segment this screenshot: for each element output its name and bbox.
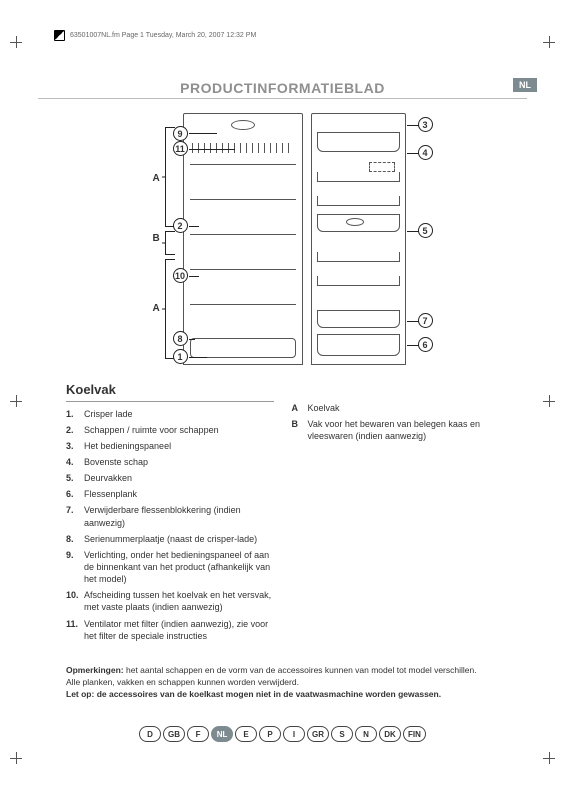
right-column: AKoelvak BVak voor het bewaren van beleg… [292,381,500,646]
callout-5: 5 [418,223,433,238]
callout-11: 11 [173,141,188,156]
fan-icon [231,120,255,130]
numbered-list: 1.Crisper lade 2.Schappen / ruimte voor … [66,408,274,642]
lang-pill-dk: DK [379,726,401,742]
list-item: 4.Bovenste schap [66,456,274,468]
remarks-label: Opmerkingen: [66,665,124,675]
ab-item: AKoelvak [292,402,500,414]
shelf [190,234,296,235]
box-icon [369,162,395,172]
door-shelf [317,252,400,262]
color-icon [54,30,65,41]
remarks-line: Opmerkingen: het aantal schappen en de v… [66,664,499,676]
list-item: 2.Schappen / ruimte voor schappen [66,424,274,436]
lang-pill-f: F [187,726,209,742]
crop-mark [10,36,22,48]
remarks-line: Alle planken, vakken en schappen kunnen … [66,676,499,688]
door-shelf [317,276,400,286]
section-heading: Koelvak [66,381,274,402]
crisper-drawer [190,338,296,358]
lang-pill-gr: GR [307,726,329,742]
remarks-bold: Let op: de accessoires van de koelkast m… [66,688,499,700]
shelf [190,269,296,270]
callout-1: 1 [173,349,188,364]
text-columns: Koelvak 1.Crisper lade 2.Schappen / ruim… [38,381,527,646]
wine-rack-icon [192,143,294,153]
fridge-door [311,113,406,365]
list-item: 6.Flessenplank [66,488,274,500]
list-item: 3.Het bedieningspaneel [66,440,274,452]
list-item: 7.Verwijderbare flessenblokkering (indie… [66,504,274,528]
language-badge: NL [513,78,537,92]
shelf [190,164,296,165]
brace-a [165,127,175,227]
door-shelf [317,310,400,328]
leader [189,149,235,150]
label-b: B [153,233,160,244]
bottle-shelf [317,334,400,356]
page-content: PRODUCTINFORMATIEBLAD NL A B A [38,50,527,750]
lang-pill-fin: FIN [403,726,426,742]
lang-pill-nl: NL [211,726,233,742]
leader [189,339,195,340]
callout-7: 7 [418,313,433,328]
lang-pill-e: E [235,726,257,742]
callout-9: 9 [173,126,188,141]
callout-2: 2 [173,218,188,233]
label-a: A [153,173,160,184]
leader [189,133,217,134]
crop-mark [543,36,555,48]
label-a2: A [153,303,160,314]
ab-item: BVak voor het bewaren van belegen kaas e… [292,418,500,442]
lang-pill-n: N [355,726,377,742]
brace-b [165,231,175,255]
product-diagram: A B A [123,113,443,373]
leader [189,357,207,358]
door-shelf [317,172,400,182]
shelf [190,199,296,200]
leader [189,226,199,227]
list-item: 9.Verlichting, onder het bedieningspanee… [66,549,274,585]
left-column: Koelvak 1.Crisper lade 2.Schappen / ruim… [66,381,274,646]
callout-4: 4 [418,145,433,160]
language-strip: DGBFNLEPIGRSNDKFIN [38,726,527,742]
list-item: 11.Ventilator met filter (indien aanwezi… [66,618,274,642]
door-shelf [317,214,400,232]
lang-pill-d: D [139,726,161,742]
remarks: Opmerkingen: het aantal schappen en de v… [38,646,527,701]
list-item: 8.Serienummerplaatje (naast de crisper-l… [66,533,274,545]
door-shelf [317,196,400,206]
fridge-body [183,113,303,365]
lang-pill-s: S [331,726,353,742]
callout-10: 10 [173,268,188,283]
list-item: 10.Afscheiding tussen het koelvak en het… [66,589,274,613]
callout-3: 3 [418,117,433,132]
crop-mark [543,752,555,764]
title-row: PRODUCTINFORMATIEBLAD NL [38,80,527,99]
crop-mark [543,395,555,407]
list-item: 5.Deurvakken [66,472,274,484]
lang-pill-gb: GB [163,726,185,742]
door-shelf [317,132,400,152]
page-title: PRODUCTINFORMATIEBLAD [38,80,527,99]
callout-8: 8 [173,331,188,346]
print-header-text: 63501007NL.fm Page 1 Tuesday, March 20, … [70,32,256,39]
list-item: 1.Crisper lade [66,408,274,420]
leader [189,276,199,277]
lang-pill-i: I [283,726,305,742]
shelf [190,304,296,305]
lang-pill-p: P [259,726,281,742]
print-header: 63501007NL.fm Page 1 Tuesday, March 20, … [54,30,256,41]
crop-mark [10,752,22,764]
callout-6: 6 [418,337,433,352]
crop-mark [10,395,22,407]
logo-icon [346,218,364,226]
